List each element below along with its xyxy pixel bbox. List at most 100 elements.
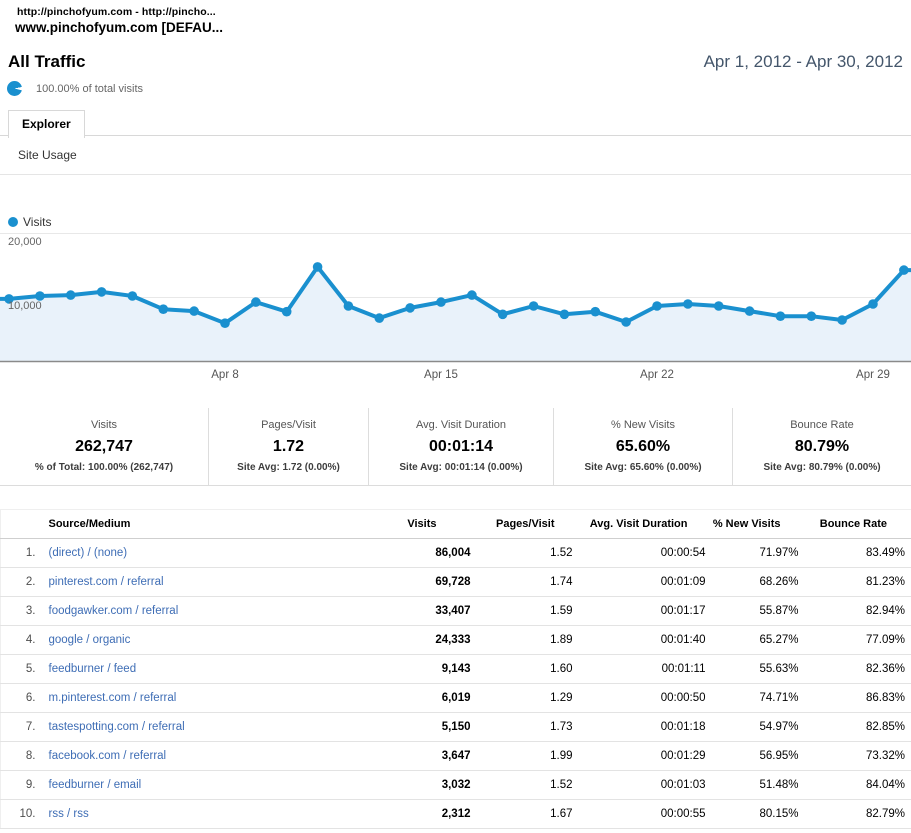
subtab-site-usage[interactable]: Site Usage: [18, 148, 77, 162]
source-medium-link[interactable]: google / organic: [48, 634, 131, 646]
metric-value: 262,747: [75, 438, 133, 455]
source-medium-link[interactable]: facebook.com / referral: [48, 750, 167, 762]
data-point-apr-2[interactable]: [35, 291, 45, 301]
data-point-apr-7[interactable]: [189, 306, 199, 316]
row-pct-new-visits: 56.95%: [711, 741, 805, 771]
table-header-row: Source/Medium Visits Pages/Visit Avg. Vi…: [0, 509, 911, 539]
row-pages-per-visit: 1.99: [476, 741, 579, 771]
data-point-apr-14[interactable]: [405, 303, 415, 313]
data-point-apr-12[interactable]: [343, 301, 354, 311]
row-visits: 24,333: [376, 625, 477, 655]
data-point-apr-16[interactable]: [467, 290, 477, 300]
data-point-apr-24[interactable]: [713, 301, 724, 311]
x-axis-tick-label: Apr 15: [424, 369, 458, 381]
source-medium-link[interactable]: tastespotting.com / referral: [48, 721, 185, 733]
data-point-apr-28[interactable]: [837, 315, 847, 325]
bounce-rate-column-header[interactable]: Bounce Rate: [804, 509, 911, 539]
data-point-apr-19[interactable]: [559, 309, 570, 320]
source-medium-link[interactable]: rss / rss: [48, 808, 89, 820]
data-point-apr-29[interactable]: [868, 299, 878, 309]
data-point-apr-1[interactable]: [4, 294, 14, 304]
sources-table: Source/Medium Visits Pages/Visit Avg. Vi…: [0, 509, 911, 829]
table-row: 7. tastespotting.com / referral 5,150 1.73 0…: [0, 712, 911, 742]
row-pages-per-visit: 1.89: [476, 625, 579, 655]
visits-chart-section: Visits 10,000 20,000 Apr 8 Apr 15 Apr 22 Apr …: [0, 215, 911, 382]
row-avg-duration: 00:01:03: [578, 770, 712, 800]
row-bounce-rate: 82.79%: [804, 799, 911, 829]
row-rank: 3.: [0, 596, 45, 626]
x-axis-tick-label: Apr 29: [856, 369, 890, 381]
page-title: All Traffic: [8, 52, 86, 71]
row-pct-new-visits: 65.27%: [711, 625, 805, 655]
pages-visit-column-header[interactable]: Pages/Visit: [476, 509, 579, 539]
data-point-apr-23[interactable]: [683, 299, 693, 309]
metrics-summary: Visits 262,747 % of Total: 100.00% (262,…: [0, 408, 911, 486]
data-point-apr-20[interactable]: [590, 306, 601, 317]
row-source-medium: feedburner / feed: [44, 654, 377, 684]
tab-explorer[interactable]: Explorer: [8, 110, 85, 138]
tab-bar: Explorer: [0, 109, 911, 138]
data-point-apr-6[interactable]: [158, 304, 169, 314]
row-source-medium: facebook.com / referral: [44, 741, 377, 771]
avg-duration-column-header[interactable]: Avg. Visit Duration: [578, 509, 712, 539]
row-pages-per-visit: 1.67: [476, 799, 579, 829]
sources-table-section: Source/Medium Visits Pages/Visit Avg. Vi…: [0, 509, 911, 829]
row-avg-duration: 00:01:40: [578, 625, 712, 655]
table-row: 9. feedburner / email 3,032 1.52 00:01:03 51.…: [0, 770, 911, 800]
row-visits: 3,032: [376, 770, 477, 800]
source-medium-link[interactable]: feedburner / feed: [48, 663, 137, 675]
row-visits: 69,728: [376, 567, 477, 597]
data-point-apr-27[interactable]: [806, 311, 817, 321]
row-pages-per-visit: 1.73: [476, 712, 579, 742]
data-point-apr-3[interactable]: [65, 290, 76, 300]
data-point-apr-8[interactable]: [220, 318, 230, 328]
row-rank: 9.: [0, 770, 45, 800]
data-point-apr-22[interactable]: [652, 301, 662, 311]
data-point-apr-4[interactable]: [96, 287, 107, 297]
y-axis-tick-label: 10,000: [8, 300, 42, 312]
row-visits: 3,647: [376, 741, 477, 771]
row-rank: 7.: [0, 712, 45, 742]
metric-subtext: Site Avg: 00:01:14 (0.00%): [399, 462, 523, 473]
source-medium-column-header[interactable]: Source/Medium: [44, 509, 377, 539]
source-medium-link[interactable]: m.pinterest.com / referral: [48, 692, 177, 704]
visits-share-label: 100.00% of total visits: [36, 82, 144, 95]
row-visits: 86,004: [376, 538, 477, 568]
data-point-apr-17[interactable]: [497, 309, 508, 320]
data-point-apr-11[interactable]: [312, 262, 323, 272]
report-header: All Traffic Apr 1, 2012 - Apr 30, 2012: [8, 52, 903, 72]
row-visits: 5,150: [376, 712, 477, 742]
date-range-selector[interactable]: Apr 1, 2012 - Apr 30, 2012: [703, 52, 903, 71]
chart-legend: Visits: [8, 215, 911, 229]
visits-area-chart[interactable]: 10,000 20,000 Apr 8 Apr 15 Apr 22 Apr 29: [0, 232, 911, 382]
visits-column-header[interactable]: Visits: [376, 509, 477, 539]
source-medium-link[interactable]: pinterest.com / referral: [48, 576, 164, 588]
source-medium-link[interactable]: (direct) / (none): [48, 547, 128, 559]
metric-label: % New Visits: [611, 419, 675, 431]
metric-pct-new-visits: % New Visits 65.60% Site Avg: 65.60% (0.…: [553, 408, 732, 485]
visits-series-label: Visits: [23, 215, 52, 229]
row-bounce-rate: 82.36%: [804, 654, 911, 684]
data-point-apr-26[interactable]: [775, 311, 786, 321]
row-visits: 2,312: [376, 799, 477, 829]
data-point-apr-15[interactable]: [436, 297, 446, 307]
row-pct-new-visits: 74.71%: [711, 683, 805, 713]
row-bounce-rate: 86.83%: [804, 683, 911, 713]
row-bounce-rate: 84.04%: [804, 770, 911, 800]
data-point-apr-13[interactable]: [374, 313, 385, 323]
data-point-apr-21[interactable]: [621, 317, 631, 327]
table-row: 4. google / organic 24,333 1.89 00:01:40 65.2…: [0, 625, 911, 655]
data-point-apr-10[interactable]: [281, 306, 292, 317]
data-point-apr-18[interactable]: [528, 301, 539, 311]
new-visits-column-header[interactable]: % New Visits: [711, 509, 805, 539]
data-point-apr-9[interactable]: [251, 297, 261, 307]
data-point-apr-5[interactable]: [127, 291, 138, 301]
row-rank: 5.: [0, 654, 45, 684]
data-point-apr-25[interactable]: [744, 306, 755, 316]
metric-label: Bounce Rate: [790, 419, 854, 431]
source-medium-link[interactable]: foodgawker.com / referral: [48, 605, 179, 617]
source-medium-link[interactable]: feedburner / email: [48, 779, 142, 791]
data-point-apr-30[interactable]: [899, 265, 909, 275]
row-source-medium: tastespotting.com / referral: [44, 712, 377, 742]
row-pages-per-visit: 1.29: [476, 683, 579, 713]
